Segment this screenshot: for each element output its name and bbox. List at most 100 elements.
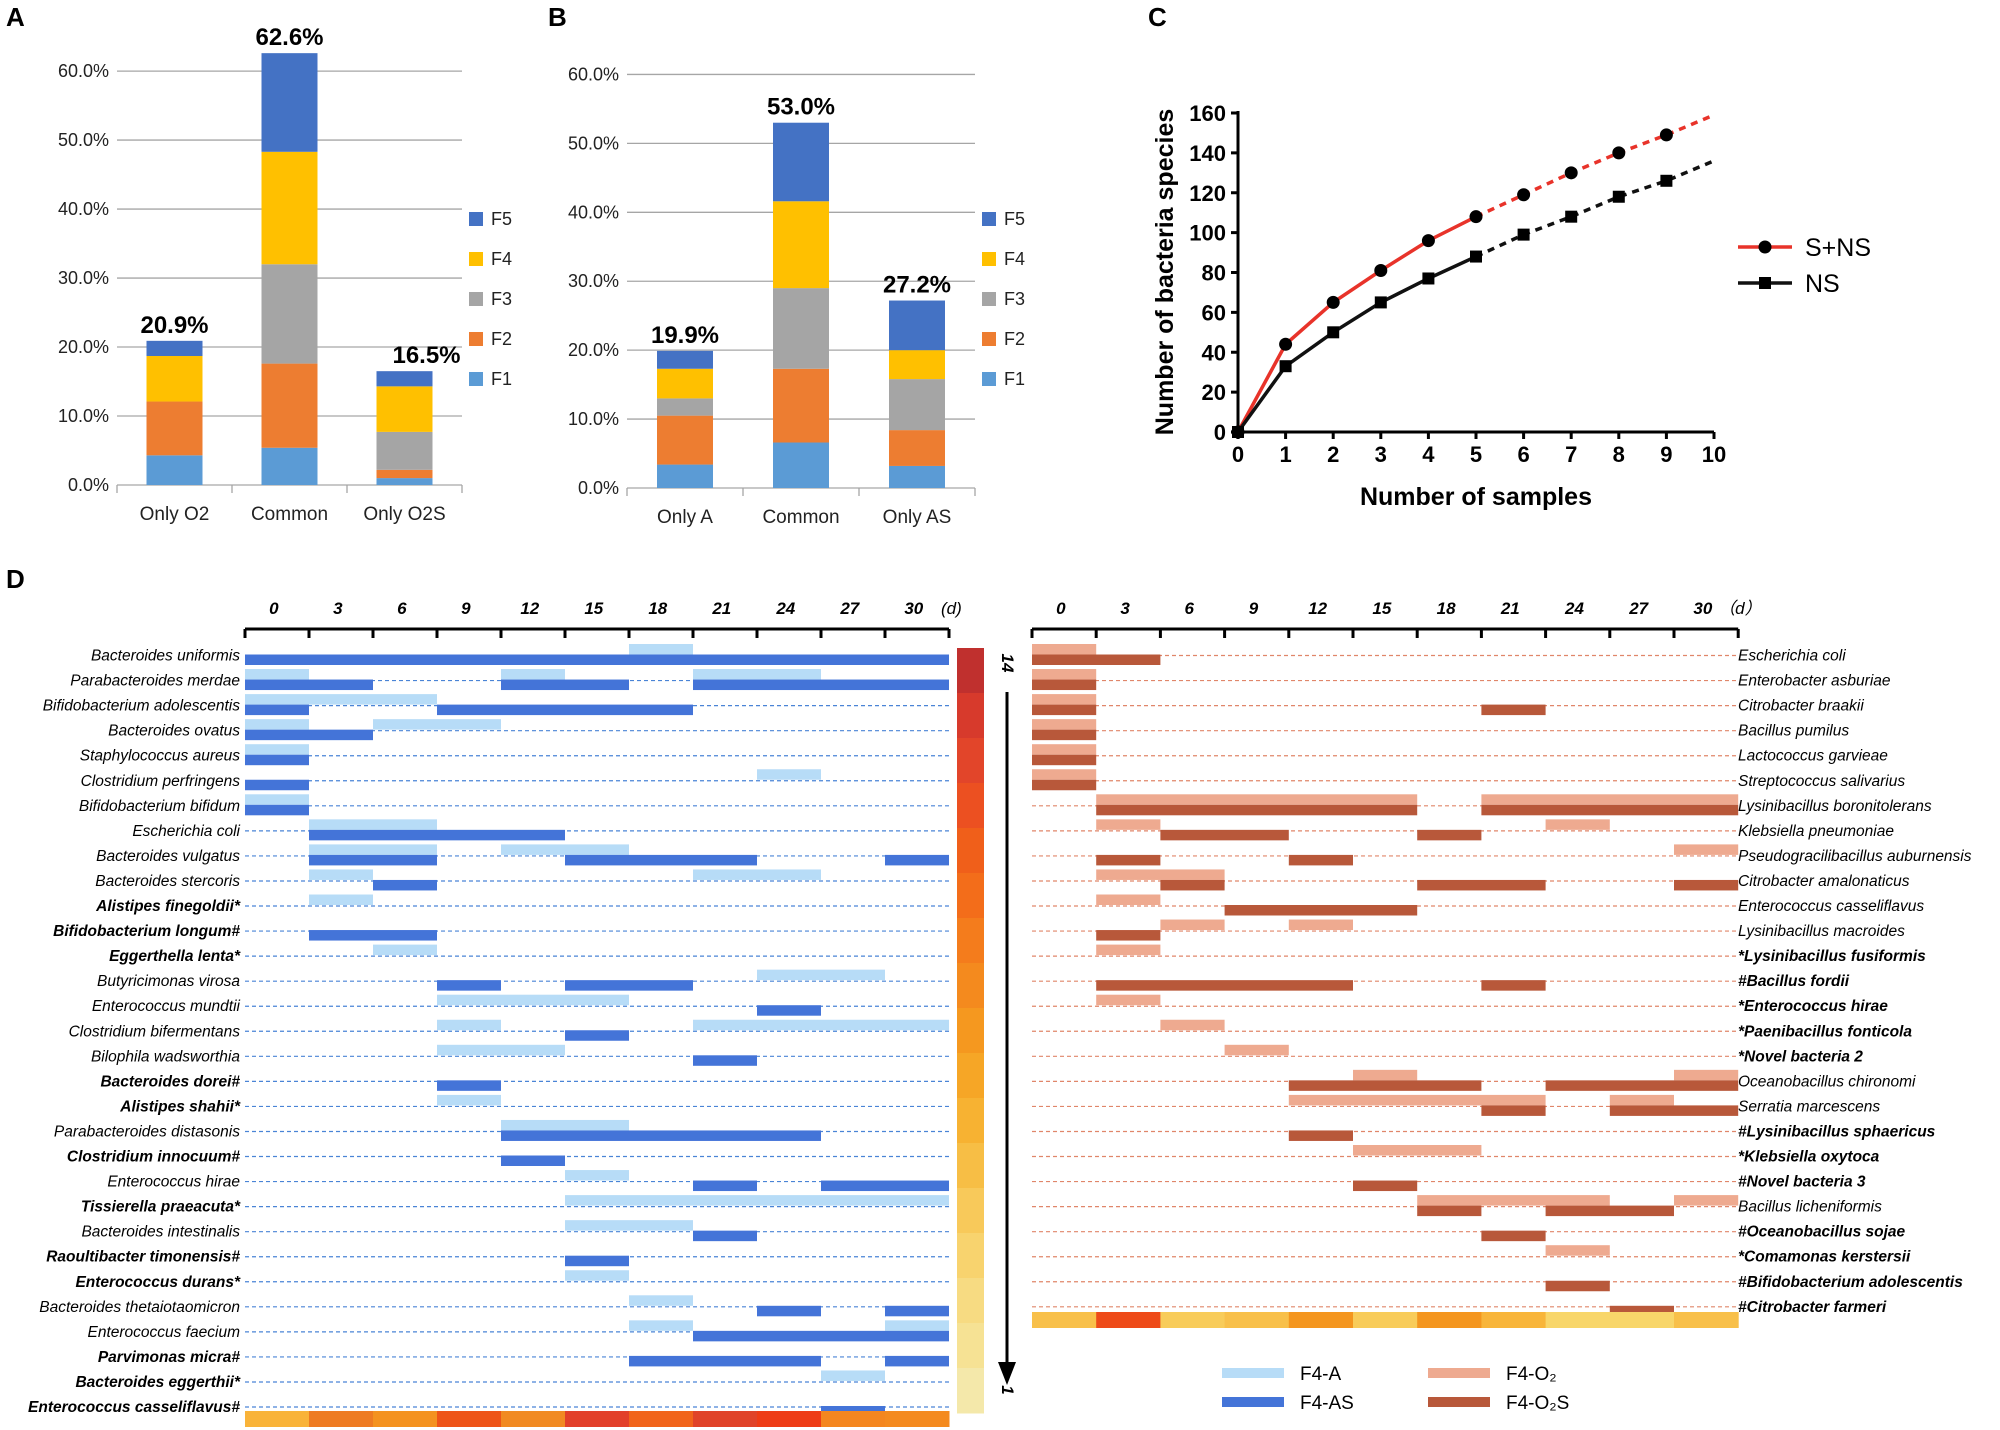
bar-segment-f2 bbox=[657, 415, 713, 465]
data-point-s-ns bbox=[1326, 295, 1340, 309]
data-point-ns bbox=[1279, 360, 1292, 373]
bar-segment-f3 bbox=[773, 288, 829, 369]
species-label: Escherichia coli bbox=[1738, 648, 1846, 665]
segment-f4-o2 bbox=[1160, 1019, 1225, 1031]
y-tick-label: 40 bbox=[1202, 340, 1226, 365]
legend-swatch-f4 bbox=[982, 252, 996, 266]
legend-label: NS bbox=[1805, 270, 1840, 298]
species-label: Parvimonas micra# bbox=[98, 1349, 241, 1366]
segment-f4-a bbox=[565, 1170, 629, 1181]
panel-d-legend: F4-A F4-AS F4-O₂ F4-O₂S bbox=[1222, 1364, 1569, 1414]
data-point-s-ns bbox=[1421, 234, 1435, 248]
segment-f4-a bbox=[309, 819, 437, 830]
scale-cell bbox=[957, 828, 984, 874]
segment-f4-a bbox=[373, 719, 501, 730]
day-label: 30 bbox=[904, 599, 923, 618]
segment-f4-o2s bbox=[1160, 829, 1289, 841]
bar-segment-f2 bbox=[773, 368, 829, 443]
heat-cell bbox=[1417, 1312, 1482, 1328]
segment-f4-o2 bbox=[1674, 1069, 1739, 1081]
species-label: Parabacteroides merdae bbox=[70, 673, 240, 690]
day-label: 6 bbox=[1185, 599, 1195, 618]
segment-f4-o2s bbox=[1288, 1080, 1482, 1091]
species-label: Enterococcus hirae bbox=[107, 1174, 240, 1191]
species-label: Enterobacter asburiae bbox=[1738, 673, 1891, 690]
segment-f4-o2 bbox=[1353, 1145, 1482, 1156]
segment-f4-o2s bbox=[1545, 1080, 1739, 1091]
segment-f4-o2s bbox=[1417, 1205, 1482, 1217]
scale-cell bbox=[957, 738, 984, 784]
segment-f4-as bbox=[373, 879, 437, 891]
species-label: #Bacillus fordii bbox=[1738, 973, 1850, 990]
y-tick-label: 10.0% bbox=[568, 409, 619, 429]
segment-f4-o2s bbox=[1288, 1130, 1353, 1141]
x-category-label: Only AS bbox=[883, 507, 952, 528]
species-label: Streptococcus salivarius bbox=[1738, 773, 1905, 790]
heat-cell bbox=[565, 1411, 630, 1427]
heat-cell bbox=[1160, 1312, 1226, 1328]
legend-label: F4-A bbox=[1300, 1364, 1342, 1385]
species-label: Alistipes finegoldii* bbox=[95, 898, 241, 915]
heat-cell bbox=[1032, 1312, 1097, 1328]
y-tick-label: 0.0% bbox=[68, 475, 109, 495]
segment-f4-a bbox=[565, 1270, 629, 1281]
segment-f4-o2 bbox=[1288, 919, 1353, 931]
species-label: Bacteroides eggerthii* bbox=[75, 1374, 240, 1391]
legend-label-f4: F4 bbox=[491, 249, 512, 269]
day-label: 24 bbox=[1564, 599, 1584, 618]
x-tick-label: 0 bbox=[1232, 442, 1244, 467]
species-label: Lactococcus garvieae bbox=[1738, 748, 1888, 765]
data-point-ns bbox=[1470, 250, 1482, 263]
segment-f4-o2 bbox=[1032, 694, 1097, 705]
x-category-label: Only O2 bbox=[140, 504, 210, 525]
day-label: 3 bbox=[1120, 599, 1130, 618]
segment-f4-a bbox=[437, 994, 629, 1006]
bar-segment-f4 bbox=[146, 355, 203, 402]
x-tick-label: 3 bbox=[1375, 442, 1387, 467]
x-tick-label: 2 bbox=[1327, 442, 1339, 467]
segment-f4-o2s bbox=[1096, 854, 1161, 866]
bar-segment-f2 bbox=[889, 430, 945, 466]
segment-f4-a bbox=[693, 869, 821, 880]
segment-f4-o2s bbox=[1032, 729, 1097, 741]
heat-cell bbox=[821, 1411, 886, 1427]
segment-f4-a bbox=[629, 644, 693, 655]
x-category-label: Only A bbox=[657, 507, 713, 528]
legend-label-f5: F5 bbox=[1004, 209, 1025, 229]
day-label: 0 bbox=[269, 599, 279, 618]
panel-label-d: D bbox=[6, 564, 25, 594]
bar-segment-f1 bbox=[889, 465, 945, 488]
segment-f4-o2s bbox=[1545, 1205, 1674, 1217]
segment-f4-as bbox=[245, 779, 309, 791]
segment-f4-a bbox=[629, 1295, 693, 1306]
segment-f4-as bbox=[565, 1255, 629, 1267]
day-label: 24 bbox=[775, 599, 795, 618]
bar-segment-f1 bbox=[146, 455, 203, 485]
segment-f4-as bbox=[309, 854, 437, 866]
bar-segment-f3 bbox=[376, 431, 433, 470]
day-label: 9 bbox=[1249, 599, 1259, 618]
panel-label-b: B bbox=[548, 2, 567, 32]
segment-f4-o2s bbox=[1417, 879, 1546, 891]
legend-label-f4: F4 bbox=[1004, 249, 1025, 269]
heat-cell bbox=[1353, 1312, 1418, 1328]
species-label: Bacteroides vulgatus bbox=[96, 848, 240, 865]
segment-f4-o2s bbox=[1609, 1105, 1739, 1116]
segment-f4-o2 bbox=[1674, 1195, 1739, 1206]
segment-f4-as bbox=[885, 1355, 949, 1367]
heat-cell bbox=[501, 1411, 566, 1427]
species-label: Klebsiella pneumoniae bbox=[1738, 823, 1894, 840]
species-label: Clostridium bifermentans bbox=[69, 1023, 241, 1040]
total-label: 19.9% bbox=[651, 322, 719, 349]
bar-segment-f3 bbox=[889, 379, 945, 431]
species-label: Bacteroides ovatus bbox=[108, 723, 240, 740]
species-label: Citrobacter amalonaticus bbox=[1738, 873, 1910, 890]
species-label: Lysinibacillus boronitolerans bbox=[1738, 798, 1932, 815]
segment-f4-a bbox=[373, 944, 437, 956]
species-label: #Citrobacter farmeri bbox=[1738, 1299, 1887, 1316]
y-tick-label: 40.0% bbox=[568, 202, 619, 222]
legend-label-f3: F3 bbox=[491, 289, 512, 309]
segment-f4-as bbox=[693, 1180, 757, 1192]
segment-f4-o2 bbox=[1417, 1195, 1610, 1206]
